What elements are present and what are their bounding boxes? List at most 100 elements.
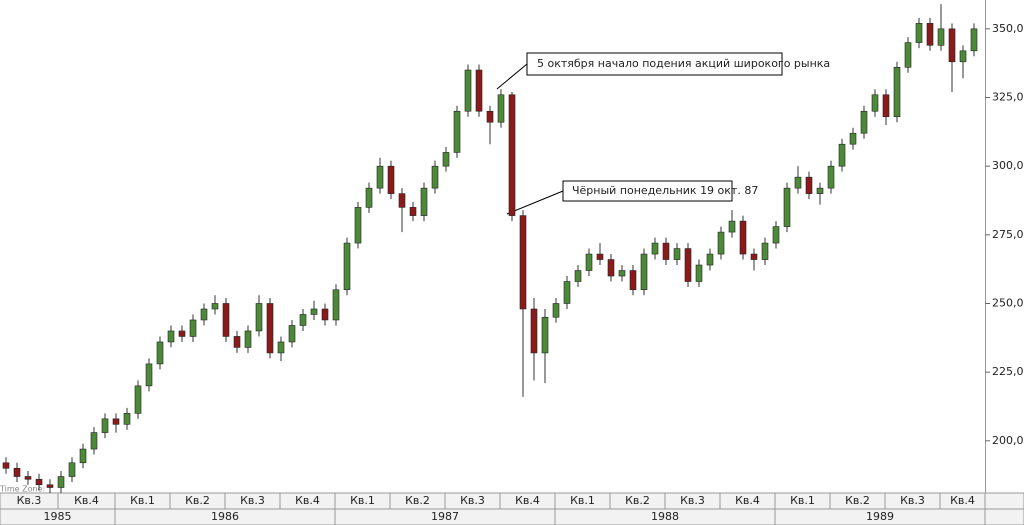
annotation-text: 5 октября начало подения акций широкого … [537,57,830,70]
y-tick-label: 325,00 [992,91,1024,104]
candle-body [365,187,373,208]
candle-body [277,341,285,354]
candle-body [695,264,703,282]
candle-body [530,308,538,354]
quarter-label: Кв.1 [130,494,155,507]
quarter-label: Кв.4 [74,494,99,507]
annotation-box [562,180,733,202]
candle-body [893,66,901,118]
quarter-label: Кв.1 [350,494,375,507]
candle-body [959,50,967,63]
y-tick-label: 300,00 [992,159,1024,172]
candle-body [772,226,780,244]
candle-body [233,336,241,348]
annotation-box [526,52,783,76]
candle-body [398,193,406,208]
candle-body [255,303,263,332]
candle-body [101,418,109,433]
candle-body [244,330,252,348]
candle-body [640,253,648,291]
candle-body [145,363,153,387]
candle-body [805,176,813,194]
time-zone: Time Zone: [0,485,45,494]
candle-body [618,270,626,277]
candle-body [387,165,395,194]
candle-body [519,215,527,310]
candle-body [310,308,318,315]
quarter-label: Кв.2 [405,494,430,507]
candle-body [123,413,131,425]
candle-body [90,432,98,450]
annotation-text: Чёрный понедельник 19 окт. 87 [572,184,758,197]
candle-body [717,231,725,255]
candle-body [486,110,494,123]
candle-body [288,325,296,343]
candle-body [475,69,483,112]
candle-body [464,69,472,112]
quarter-label: Кв.4 [295,494,320,507]
candle-body [970,28,978,52]
candle-body [79,448,87,464]
candle-body [629,270,637,291]
annotation-line [506,190,564,215]
candle-body [926,23,934,46]
candle-body [508,94,516,216]
candle-body [35,478,43,486]
candle-body [904,42,912,68]
quarter-label: Кв.2 [185,494,210,507]
quarter-label: Кв.1 [570,494,595,507]
candle-body [57,476,65,488]
y-tick-label: 225,00 [992,365,1024,378]
candle-body [871,94,879,112]
candle-body [827,165,835,189]
candle-body [706,253,714,266]
candle-body [750,253,758,260]
candle-body [838,143,846,167]
y-tick-label: 200,00 [992,434,1024,447]
year-label: 1985 [44,510,72,523]
candle-body [497,94,505,123]
candle-body [266,303,274,354]
candle-body [189,319,197,337]
quarter-label: Кв.3 [240,494,265,507]
candle-body [442,152,450,167]
candle-body [574,270,582,282]
candle-body [453,110,461,153]
candle-body [13,467,21,477]
candle-body [585,253,593,271]
candle-body [794,176,802,189]
quarter-label: Кв.4 [735,494,760,507]
annotation-line [496,63,528,90]
candle-body [24,476,32,480]
candle-body [596,253,604,260]
candle-body [321,308,329,321]
candle-body [915,23,923,43]
candle-body [420,187,428,216]
quarter-label: Кв.3 [460,494,485,507]
candle-body [673,248,681,260]
candle-body [409,207,417,216]
year-label: 1986 [211,510,239,523]
year-label: 1988 [651,510,679,523]
y-tick-label: 275,00 [992,228,1024,241]
candle-body [354,207,362,244]
candle-body [343,242,351,291]
candle-body [761,242,769,260]
candle-body [431,165,439,189]
quarter-label: Кв.3 [900,494,925,507]
candle-body [684,248,692,282]
candle-body [332,289,340,321]
quarter-label: Кв.3 [17,494,42,507]
candle-body [948,28,956,63]
candle-body [552,303,560,318]
candle-body [816,187,824,194]
candle-body [860,110,868,134]
quarter-label: Кв.3 [680,494,705,507]
quarter-label: Кв.1 [790,494,815,507]
candle-body [651,242,659,255]
year-label: 1989 [866,510,894,523]
candle-body [46,484,54,488]
candle-body [563,281,571,304]
candle-body [376,165,384,189]
year-label: 1987 [431,510,459,523]
